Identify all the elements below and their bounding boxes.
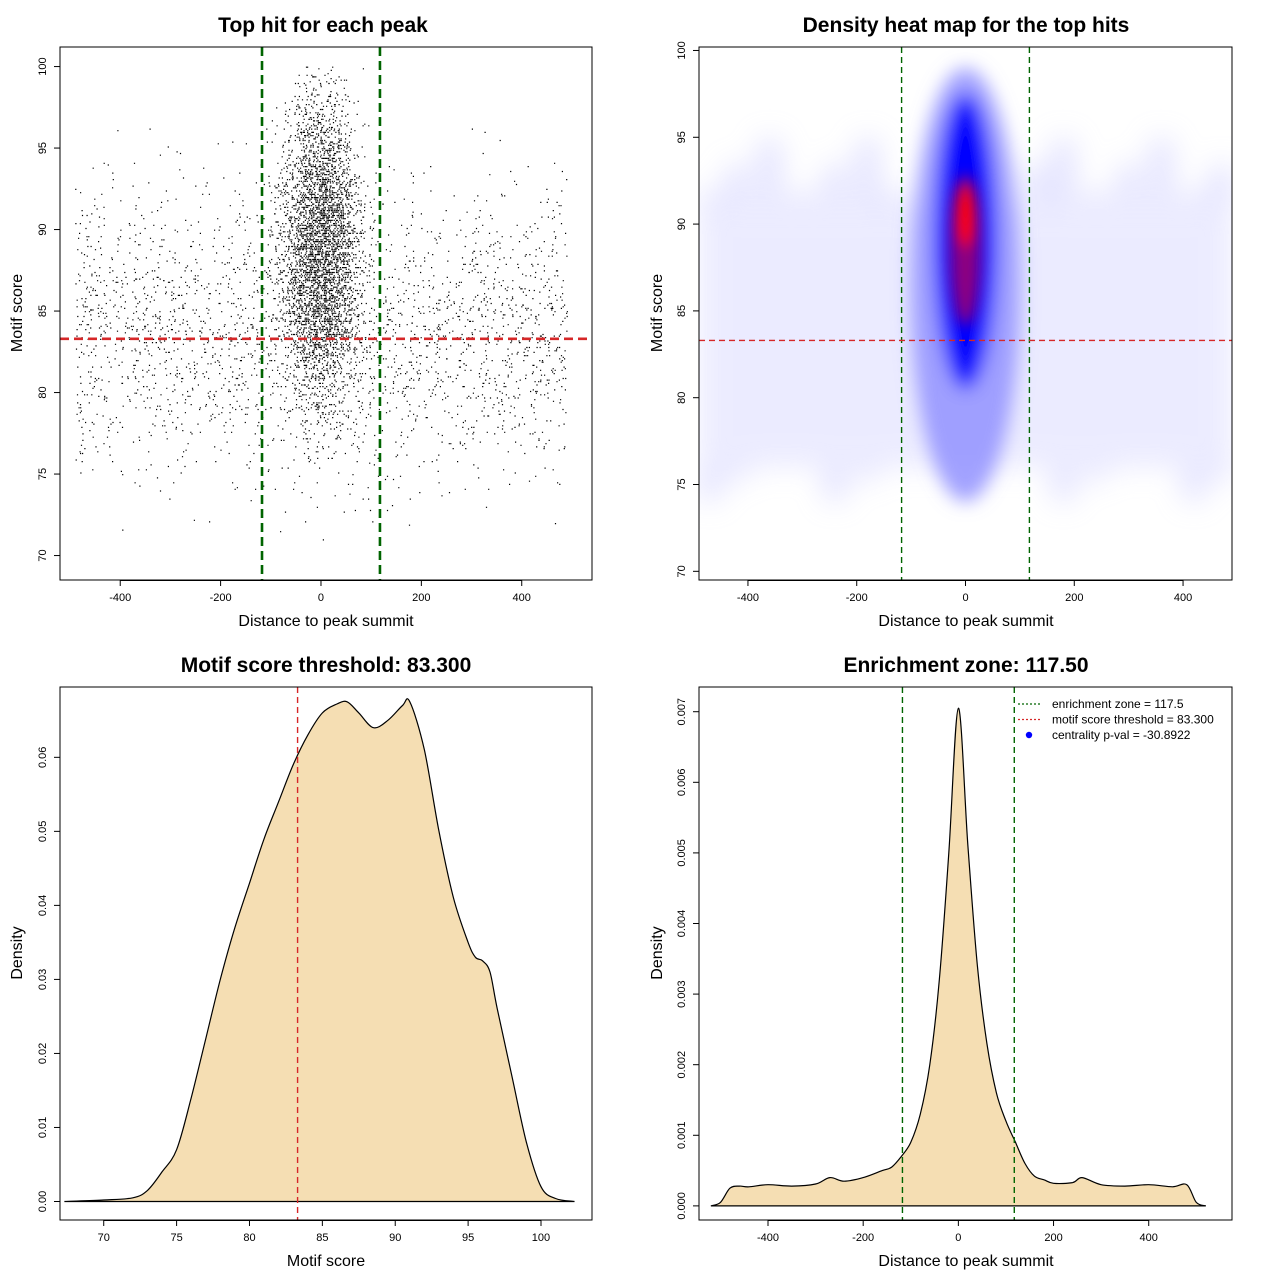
distance-density-ylabel: Density [649, 926, 666, 979]
score-density-x-tick-label: 80 [243, 1232, 255, 1244]
distance-density-x-tick-label: 0 [955, 1232, 961, 1244]
scatter-y-tick-label: 95 [37, 142, 49, 154]
heatmap-xlabel: Distance to peak summit [878, 613, 1054, 630]
scatter-y-tick-label: 100 [37, 57, 49, 75]
distance-density-x-tick-label: 400 [1140, 1232, 1158, 1244]
heatmap-y-tick-label: 100 [676, 41, 688, 59]
score-density-x-tick-label: 95 [462, 1232, 474, 1244]
scatter-x-tick-label: -400 [109, 592, 131, 604]
distance-density-y-tick-label: 0.002 [676, 1051, 688, 1079]
score-density-xlabel: Motif score [287, 1253, 365, 1270]
distance-density-x-tick-label: 200 [1044, 1232, 1062, 1244]
panel-score-density: Motif score threshold: 83.300 Motif scor… [9, 654, 593, 1270]
heatmap-y-tick-label: 70 [676, 565, 688, 577]
score-density-x-tick-label: 75 [170, 1232, 182, 1244]
distance-density-x-tick-label: -200 [852, 1232, 874, 1244]
legend-entry-label: centrality p-val = -30.8922 [1052, 728, 1191, 742]
legend-entry-label: enrichment zone = 117.5 [1052, 697, 1184, 711]
panel-heatmap: Density heat map for the top hits Distan… [649, 14, 1233, 630]
heatmap-ylabel: Motif score [649, 274, 666, 352]
scatter-ylabel: Motif score [9, 274, 26, 352]
scatter-y-tick-label: 80 [37, 386, 49, 398]
heatmap-y-tick-label: 80 [676, 392, 688, 404]
score-density-x-tick-label: 85 [316, 1232, 328, 1244]
heatmap-hotspot [950, 174, 981, 326]
heatmap-y-tick-label: 90 [676, 218, 688, 230]
score-density-y-tick-label: 0.00 [37, 1191, 49, 1212]
score-density-ylabel: Density [9, 926, 26, 979]
scatter-title: Top hit for each peak [218, 14, 428, 37]
scatter-x-tick-label: 200 [412, 592, 430, 604]
heatmap-y-tick-label: 85 [676, 305, 688, 317]
distance-density-x-tick-label: -400 [757, 1232, 779, 1244]
score-density-y-tick-label: 0.01 [37, 1117, 49, 1138]
heatmap-x-tick-label: 400 [1174, 592, 1192, 604]
distance-density-y-tick-label: 0.007 [676, 698, 688, 726]
heatmap-y-tick-label: 95 [676, 131, 688, 143]
scatter-y-tick-label: 75 [37, 468, 49, 480]
panel-scatter: Top hit for each peak Distance to peak s… [9, 14, 593, 630]
scatter-point-cloud [75, 66, 568, 541]
scatter-y-tick-label: 90 [37, 223, 49, 235]
legend-entry-label: motif score threshold = 83.300 [1052, 713, 1214, 727]
scatter-x-tick-label: 400 [513, 592, 531, 604]
scatter-xlabel: Distance to peak summit [238, 613, 414, 630]
heatmap-density [699, 47, 1232, 580]
score-density-x-tick-label: 70 [98, 1232, 110, 1244]
legend-dot-icon [1025, 731, 1033, 739]
distance-density-area [710, 707, 1207, 1207]
heatmap-x-tick-label: -400 [737, 592, 759, 604]
scatter-x-tick-label: 0 [318, 592, 324, 604]
scatter-x-tick-label: -200 [210, 592, 232, 604]
distance-density-xlabel: Distance to peak summit [878, 1253, 1054, 1270]
score-density-title: Motif score threshold: 83.300 [181, 654, 472, 677]
panel-distance-density: Enrichment zone: 117.50 Distance to peak… [649, 654, 1233, 1270]
score-density-area [64, 698, 575, 1203]
score-density-y-tick-label: 0.03 [37, 969, 49, 990]
heatmap-x-tick-label: 200 [1065, 592, 1083, 604]
score-density-x-tick-label: 90 [389, 1232, 401, 1244]
distance-density-y-tick-label: 0.006 [676, 769, 688, 797]
legend: enrichment zone = 117.5 motif score thres… [1018, 697, 1214, 742]
score-density-y-tick-label: 0.04 [37, 895, 49, 916]
heatmap-title: Density heat map for the top hits [803, 14, 1130, 37]
distance-density-y-tick-label: 0.001 [676, 1122, 688, 1150]
score-density-x-tick-label: 100 [532, 1232, 550, 1244]
distance-density-y-tick-label: 0.005 [676, 839, 688, 867]
heatmap-peak [955, 183, 976, 248]
score-density-y-tick-label: 0.06 [37, 747, 49, 768]
score-density-y-tick-label: 0.05 [37, 821, 49, 842]
scatter-y-tick-label: 70 [37, 549, 49, 561]
scatter-points [75, 66, 568, 541]
scatter-y-tick-label: 85 [37, 305, 49, 317]
distance-density-title: Enrichment zone: 117.50 [843, 654, 1088, 677]
distance-density-y-tick-label: 0.003 [676, 980, 688, 1008]
distance-density-y-tick-label: 0.000 [676, 1192, 688, 1220]
heatmap-x-tick-label: -200 [846, 592, 868, 604]
distance-density-y-tick-label: 0.004 [676, 910, 688, 938]
heatmap-x-tick-label: 0 [962, 592, 968, 604]
heatmap-y-tick-label: 75 [676, 478, 688, 490]
score-density-y-tick-label: 0.02 [37, 1043, 49, 1064]
